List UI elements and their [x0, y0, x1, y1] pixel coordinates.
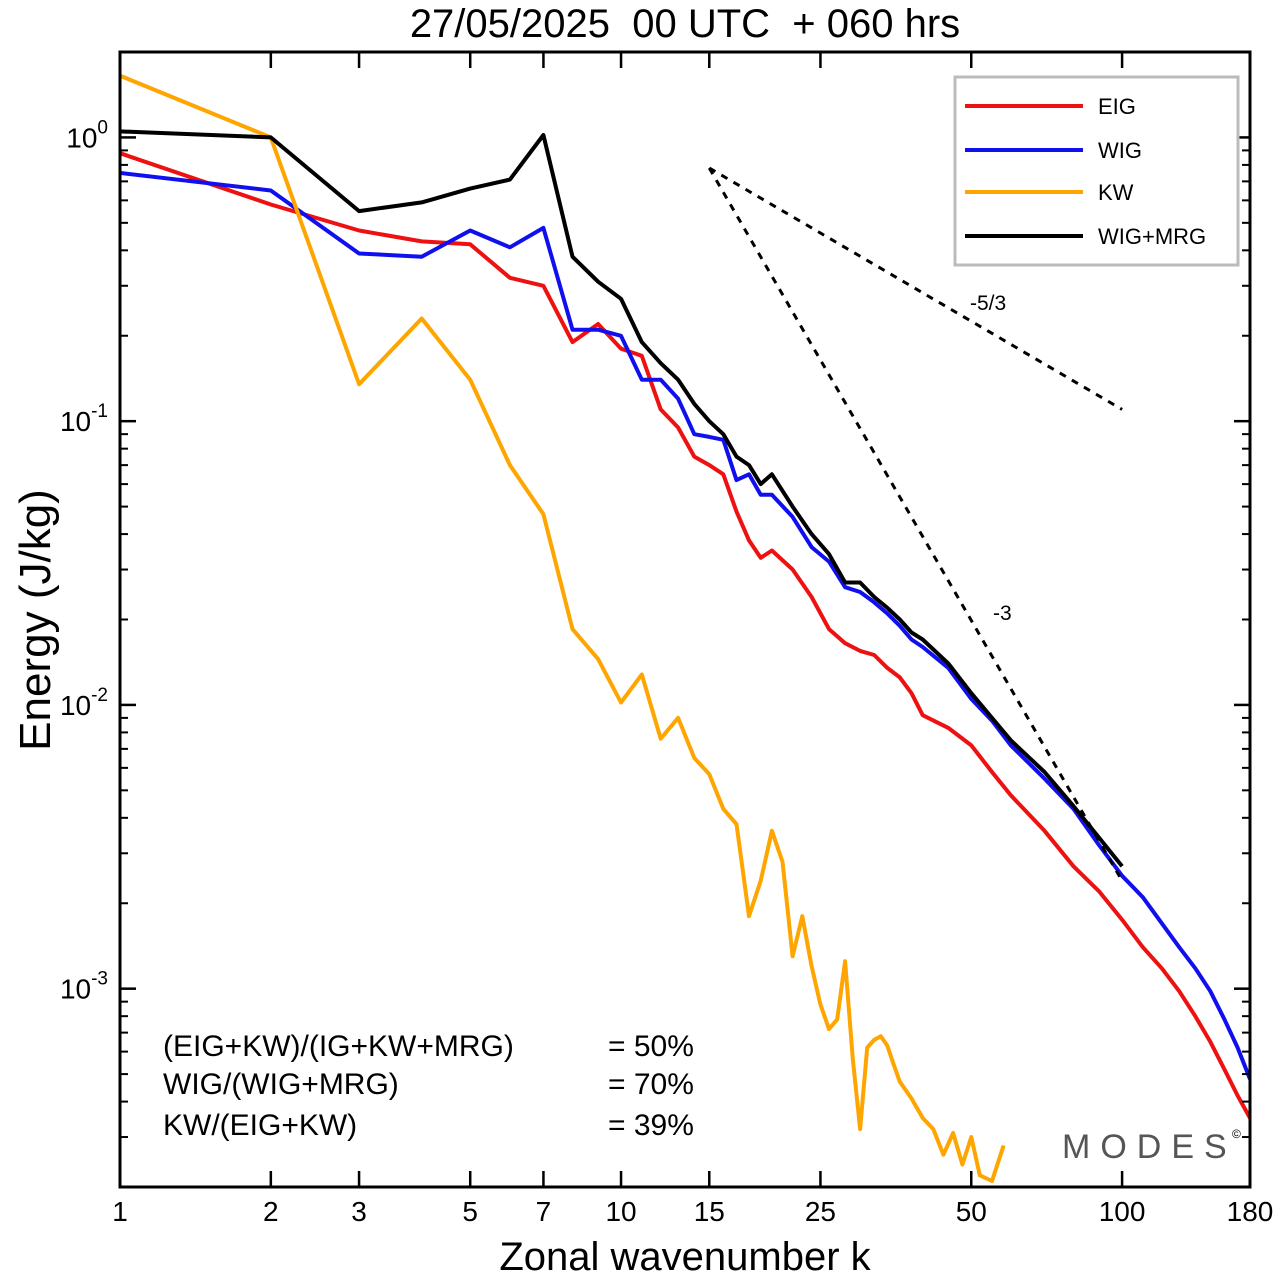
x-tick-label: 5 [462, 1196, 478, 1227]
x-tick-label: 2 [263, 1196, 279, 1227]
ratio-value: = 50% [608, 1030, 694, 1063]
brand-mark: © [1232, 1127, 1241, 1141]
reference-line [707, 167, 1124, 882]
x-axis-label: Zonal wavenumber k [499, 1235, 871, 1279]
x-tick-label: 180 [1227, 1196, 1274, 1227]
ratio-label: (EIG+KW)/(IG+KW+MRG) [163, 1030, 514, 1063]
x-tick-label: 1 [112, 1196, 128, 1227]
brand-text: MODES [1062, 1128, 1237, 1166]
legend-item-eig: EIG [965, 94, 1136, 119]
y-tick-label: 10-3 [60, 969, 108, 1005]
legend-item-wig-mrg: WIG+MRG [965, 224, 1206, 249]
brand-watermark: MODES © [1062, 1127, 1241, 1166]
slope-label: -3 [993, 602, 1012, 625]
series-line-wig-mrg [120, 129, 1124, 868]
chart-title: 27/05/2025 00 UTC + 060 hrs [410, 2, 960, 46]
series-line-kw [120, 73, 1006, 1183]
legend: EIG WIG KW WIG+MRG [953, 75, 1240, 267]
x-tick-label: 3 [351, 1196, 367, 1227]
ratio-annotations: (EIG+KW)/(IG+KW+MRG) = 50% WIG/(WIG+MRG)… [163, 1030, 694, 1142]
x-tick-label: 15 [694, 1196, 725, 1227]
x-tick-label: 25 [805, 1196, 836, 1227]
x-tick-label: 10 [605, 1196, 636, 1227]
legend-item-kw: KW [965, 180, 1134, 205]
ratio-label: WIG/(WIG+MRG) [163, 1068, 399, 1101]
slope-label: -5/3 [970, 292, 1006, 315]
series-layer [120, 73, 1250, 1183]
x-tick-label: 50 [956, 1196, 987, 1227]
x-tick-label: 7 [536, 1196, 552, 1227]
legend-label: KW [1098, 180, 1134, 205]
ratio-label: KW/(EIG+KW) [163, 1109, 357, 1142]
ratio-value: = 70% [608, 1068, 694, 1101]
ratio-value: = 39% [608, 1109, 694, 1142]
legend-item-wig: WIG [965, 138, 1142, 163]
y-tick-label: 10-2 [60, 685, 108, 721]
x-tick-label: 100 [1099, 1196, 1146, 1227]
series-line-eig [120, 151, 1250, 1119]
axis-ticks: 1 2 3 5 7 10 15 25 50 100 180 100 10-1 10-2 10-3 [60, 52, 1273, 1227]
legend-box [953, 75, 1240, 267]
series-line-wig [120, 170, 1250, 1080]
y-axis-label: Energy (J/kg) [11, 489, 60, 751]
reference-line [708, 166, 1123, 411]
reference-lines: -5/3 -3 [707, 166, 1124, 882]
y-tick-label: 100 [66, 117, 108, 153]
legend-label: WIG+MRG [1098, 224, 1206, 249]
legend-label: EIG [1098, 94, 1136, 119]
legend-label: WIG [1098, 138, 1142, 163]
y-tick-label: 10-1 [60, 401, 108, 437]
